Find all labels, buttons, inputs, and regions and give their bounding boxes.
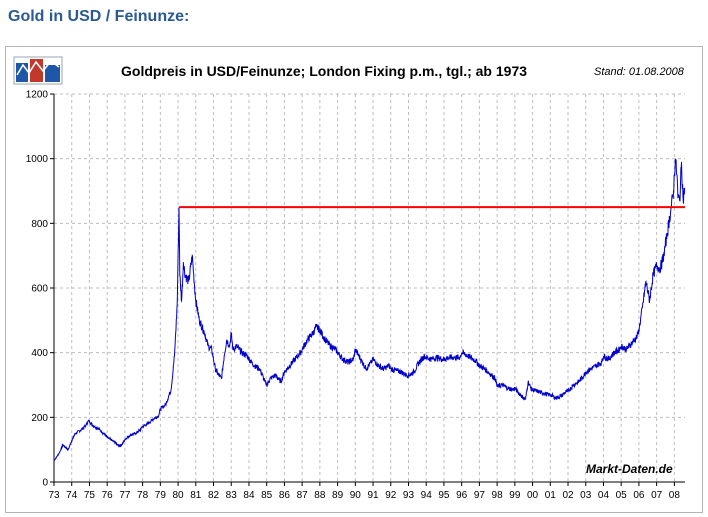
y-tick-label: 600 [31,284,48,295]
x-tick-label: 83 [226,490,238,501]
y-tick-label: 800 [31,219,48,230]
x-tick-label: 73 [48,490,60,501]
x-tick-label: 86 [279,490,291,501]
x-tick-label: 05 [616,490,628,501]
x-tick-label: 06 [633,490,645,501]
chart-logo [13,56,63,85]
x-tick-label: 78 [137,490,149,501]
gold-price-chart: Goldpreis in USD/Feinunze; London Fixing… [13,56,686,501]
chart-title: Goldpreis in USD/Feinunze; London Fixing… [121,63,527,79]
x-tick-label: 00 [527,490,539,501]
x-tick-label: 99 [509,490,521,501]
page-heading: Gold in USD / Feinunze: [8,8,190,25]
x-tick-label: 88 [314,490,326,501]
chart-frame: Goldpreis in USD/Feinunze; London Fixing… [5,46,703,513]
y-tick-label: 1200 [26,90,49,101]
x-tick-label: 96 [456,490,468,501]
source-label: Markt-Daten.de [586,462,673,476]
x-tick-label: 97 [474,490,486,501]
x-tick-label: 89 [332,490,344,501]
x-tick-label: 08 [669,490,681,501]
x-tick-label: 95 [438,490,450,501]
x-tick-label: 94 [421,490,433,501]
y-tick-label: 200 [31,413,48,424]
x-tick-label: 75 [84,490,96,501]
series-layer [53,158,686,461]
stand-date: Stand: 01.08.2008 [594,66,685,78]
x-tick-label: 07 [651,490,663,501]
x-tick-label: 85 [261,490,273,501]
x-tick-label: 01 [545,490,557,501]
x-tick-label: 77 [119,490,131,501]
y-tick-label: 0 [42,478,48,489]
x-tick-label: 04 [598,490,610,501]
x-tick-label: 03 [580,490,592,501]
x-tick-label: 84 [243,490,255,501]
x-tick-label: 91 [367,490,379,501]
x-tick-label: 87 [297,490,309,501]
grid [54,93,685,482]
x-tick-label: 82 [208,490,220,501]
x-tick-label: 81 [190,490,202,501]
x-tick-label: 92 [385,490,397,501]
y-tick-label: 1000 [26,154,49,165]
x-tick-label: 76 [102,490,114,501]
x-tick-label: 79 [155,490,167,501]
x-tick-label: 74 [66,490,78,501]
x-tick-label: 93 [403,490,415,501]
y-tick-label: 400 [31,348,48,359]
gold-price-line [53,158,686,461]
x-tick-label: 02 [562,490,574,501]
x-tick-label: 90 [350,490,362,501]
x-tick-label: 80 [173,490,185,501]
x-tick-label: 98 [492,490,504,501]
